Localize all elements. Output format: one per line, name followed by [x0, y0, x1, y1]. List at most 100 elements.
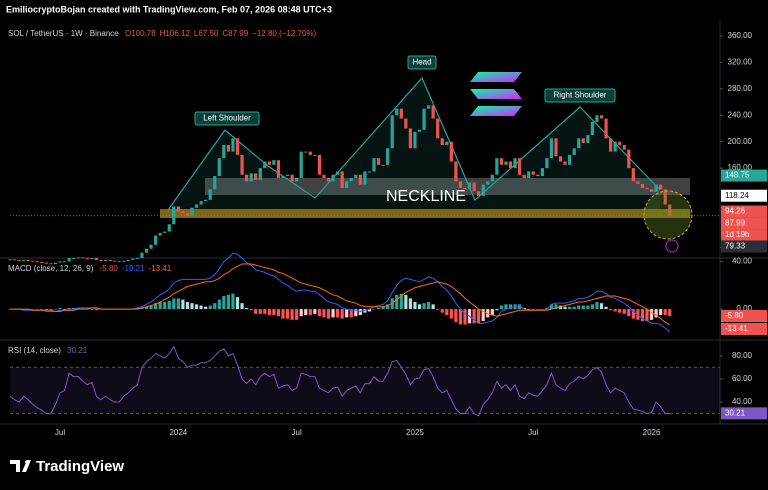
histogram-bar: [235, 297, 240, 310]
value-box-label: -13.41: [725, 324, 748, 333]
candle: [472, 182, 476, 192]
candle: [449, 141, 453, 162]
x-tick-label: 2025: [406, 428, 424, 437]
y-tick-label: 320.00: [728, 57, 753, 66]
y-tick-label: 40.00: [732, 257, 753, 266]
histogram-bar: [663, 309, 667, 316]
y-tick-label: 200.00: [728, 137, 753, 146]
candle: [72, 258, 76, 259]
legend-value: H106.12: [160, 29, 191, 38]
histogram-bar: [463, 309, 467, 325]
candle: [622, 144, 626, 150]
candle: [190, 207, 194, 216]
candle: [135, 258, 139, 259]
histogram-bar: [194, 304, 199, 310]
candle: [367, 171, 372, 173]
histogram-bar: [408, 298, 412, 310]
candle: [572, 148, 576, 155]
histogram-bar: [536, 309, 540, 310]
y-tick-label: 240.00: [728, 110, 753, 119]
candle: [372, 158, 376, 172]
candle: [67, 258, 71, 262]
value-box: [721, 169, 767, 182]
histogram-bar: [331, 309, 335, 318]
candle: [376, 158, 381, 165]
candle: [386, 148, 390, 165]
histogram-bar: [627, 309, 631, 317]
candle: [90, 258, 94, 259]
value-box: [721, 189, 767, 202]
candle: [313, 154, 317, 156]
candle: [290, 174, 294, 182]
histogram-bar: [645, 309, 649, 321]
logo-icon: [10, 460, 31, 472]
candle: [636, 181, 640, 184]
histogram-bar: [349, 309, 353, 318]
histogram-bar: [172, 298, 176, 310]
highlight-circle: [643, 190, 693, 240]
neckline-zone: [205, 178, 690, 195]
histogram-bar: [308, 309, 312, 316]
candle: [326, 178, 331, 182]
histogram-bar: [67, 307, 71, 310]
histogram-bar: [231, 293, 235, 310]
candle: [140, 252, 144, 258]
histogram-bar: [604, 306, 608, 310]
candle: [17, 259, 21, 261]
value-box: [721, 322, 767, 335]
candle: [381, 164, 385, 166]
histogram-bar: [595, 301, 599, 310]
candle: [522, 174, 526, 179]
candle: [445, 141, 449, 145]
x-tick-label: Jul: [55, 428, 65, 437]
histogram-bar: [436, 309, 440, 310]
histogram-bar: [81, 307, 85, 310]
histogram-bar: [317, 309, 321, 317]
histogram-bar: [454, 309, 458, 323]
candle: [663, 189, 667, 205]
histogram-bar: [58, 307, 62, 310]
legend-value: -5.80: [100, 264, 119, 273]
candle: [440, 138, 444, 145]
candle: [345, 181, 349, 188]
candle: [94, 258, 99, 260]
histogram-bar: [22, 309, 26, 311]
legend-value: 30.21: [67, 346, 88, 355]
candle: [217, 158, 221, 177]
histogram-bar: [490, 309, 494, 316]
histogram-bar: [472, 309, 476, 324]
candle: [363, 171, 367, 185]
histogram-bar: [313, 309, 317, 314]
legend-value: -13.41: [149, 264, 172, 273]
annotation: Right Shoulder: [554, 91, 607, 100]
legend-title: MACD (close, 12, 26, 9): [8, 264, 94, 273]
candle: [185, 213, 190, 216]
histogram-bar: [668, 309, 672, 316]
candle: [358, 174, 362, 185]
candle: [235, 138, 240, 155]
candle: [463, 187, 467, 190]
solana-logo: [470, 72, 522, 116]
histogram-bar: [158, 301, 162, 310]
candle: [527, 171, 531, 179]
histogram-bar: [399, 293, 403, 310]
candle: [668, 204, 672, 216]
histogram-bar: [85, 307, 89, 310]
candle: [513, 158, 517, 169]
candle: [486, 181, 490, 185]
histogram-bar: [322, 309, 326, 318]
candle: [577, 138, 581, 149]
histogram-bar: [26, 309, 30, 311]
histogram-bar: [381, 306, 385, 310]
drawings-front: Left Shoulder Head Right Shoulder NECKLI…: [194, 55, 693, 253]
candle: [545, 158, 549, 169]
histogram-bar: [149, 305, 153, 310]
histogram-bar: [290, 309, 294, 320]
candle: [431, 105, 435, 119]
x-tick-label: 2026: [643, 428, 661, 437]
candle: [427, 105, 431, 109]
histogram-bar: [154, 303, 158, 310]
value-box-label: -5.80: [725, 311, 744, 320]
candle: [408, 128, 412, 149]
